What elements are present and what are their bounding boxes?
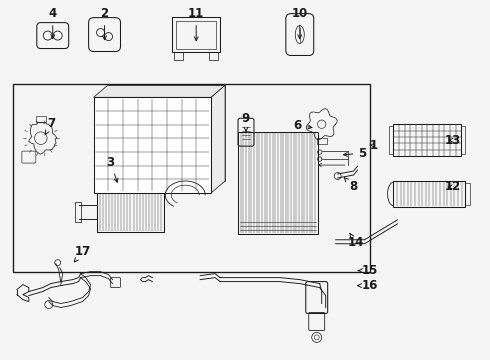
Bar	[393, 181, 465, 207]
Bar	[393, 124, 461, 156]
Text: 8: 8	[344, 178, 358, 193]
Bar	[317, 138, 327, 144]
Bar	[94, 97, 211, 193]
Bar	[390, 126, 393, 154]
Bar	[172, 17, 220, 53]
Bar	[209, 53, 218, 60]
Text: 10: 10	[292, 7, 308, 39]
Text: 1: 1	[369, 139, 378, 152]
Text: 7: 7	[45, 117, 56, 135]
Bar	[13, 84, 369, 272]
Bar	[238, 132, 318, 234]
Text: 12: 12	[445, 180, 461, 193]
Text: 13: 13	[445, 134, 461, 147]
Bar	[97, 192, 164, 232]
Text: 9: 9	[242, 112, 250, 131]
Text: 11: 11	[188, 7, 204, 41]
Bar	[74, 202, 81, 222]
Text: 5: 5	[343, 147, 367, 159]
Polygon shape	[94, 85, 225, 97]
Bar	[176, 21, 216, 49]
Text: 6: 6	[294, 119, 312, 132]
Text: 4: 4	[49, 7, 57, 39]
Bar	[36, 116, 46, 122]
Bar	[174, 53, 183, 60]
Text: 2: 2	[100, 7, 109, 40]
Bar	[465, 183, 470, 205]
Bar	[461, 126, 465, 154]
Text: 15: 15	[358, 264, 378, 277]
Polygon shape	[211, 85, 225, 193]
Text: 17: 17	[74, 245, 91, 262]
Text: 16: 16	[358, 279, 378, 292]
Text: 3: 3	[106, 156, 118, 182]
Text: 14: 14	[347, 233, 364, 249]
Bar	[107, 85, 225, 181]
